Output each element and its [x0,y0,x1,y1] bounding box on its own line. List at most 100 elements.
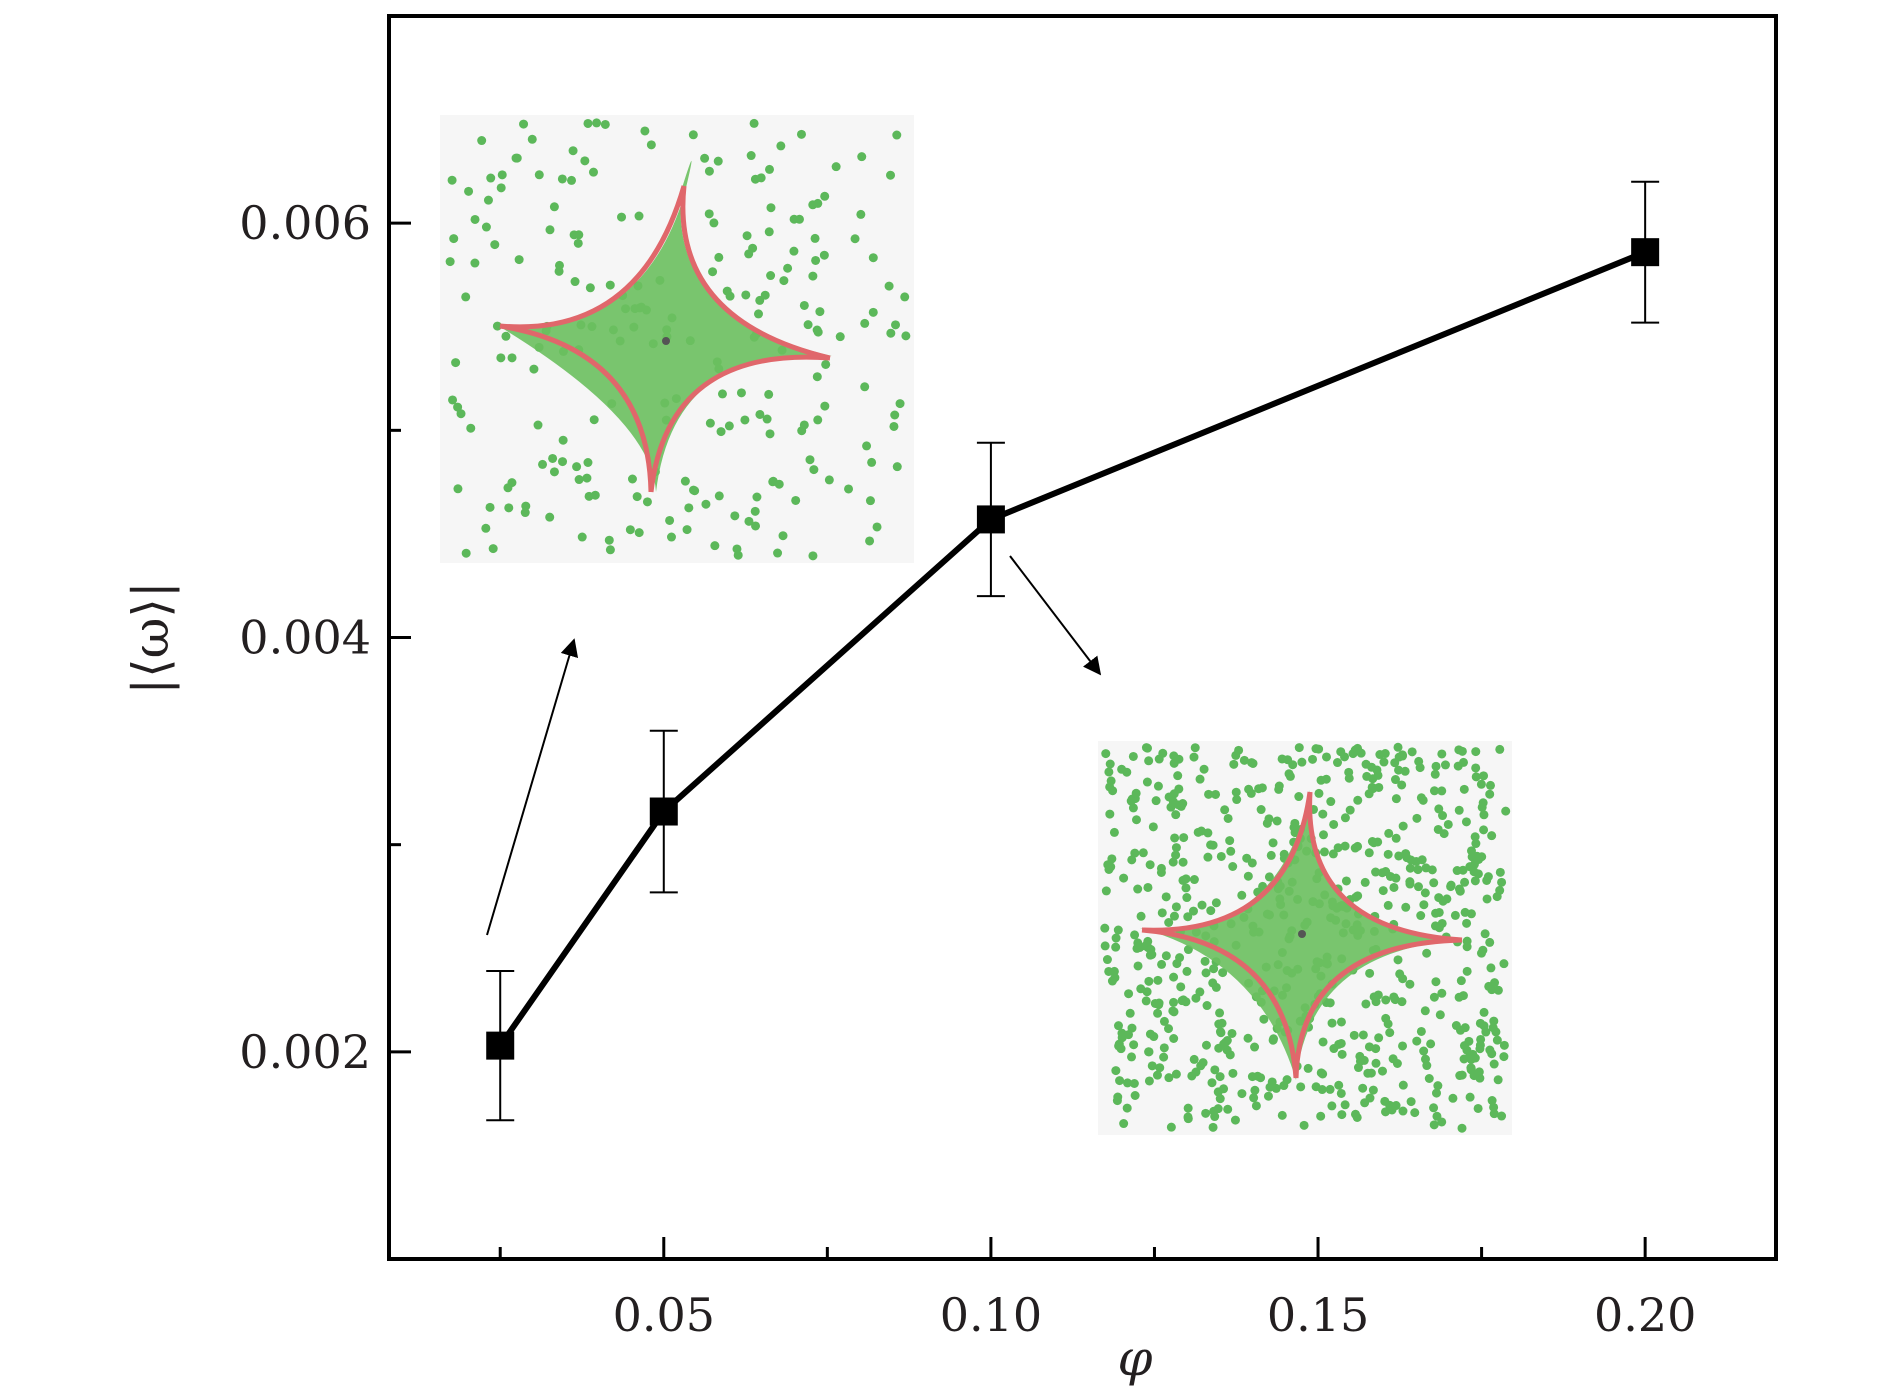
data-point-marker [486,1031,515,1060]
particle [1379,757,1389,767]
particle [1459,784,1469,794]
particle [1182,966,1192,976]
particle [1469,1071,1479,1081]
particle [1131,788,1141,798]
particle [1451,1021,1461,1031]
particle [1485,1045,1495,1055]
particle [1344,767,1354,777]
particle [1393,955,1403,965]
particle [886,328,896,338]
particle [1432,1088,1442,1098]
particle [813,198,823,208]
particle [1130,1090,1140,1100]
particle [1429,992,1439,1002]
particle [1443,819,1453,829]
data-point-marker [1631,238,1660,267]
particle [1171,810,1181,820]
particle [1371,867,1381,877]
particle [1153,1008,1163,1018]
particle [1151,796,1161,806]
particle [1482,875,1492,885]
axes: 0.05 0.10 0.15 0.20 0.002 0.004 0.006 [239,196,1696,1342]
particle [1142,777,1152,787]
particle [496,353,506,363]
particle [1401,902,1411,912]
particle [1116,1044,1126,1054]
particle [1434,804,1444,814]
particle [1299,1120,1309,1130]
particle [1232,795,1242,805]
particle [844,484,854,494]
particle [1181,883,1191,893]
particle [1201,968,1211,978]
particle [1159,1043,1169,1053]
particle [1129,1079,1139,1089]
particle [1181,874,1191,884]
particle [1316,775,1326,785]
particle [1454,745,1464,755]
particle [1256,1073,1266,1083]
particle [1133,938,1143,948]
particle [1356,748,1366,758]
particle [1277,1110,1287,1120]
particle [1113,925,1123,935]
particle [1458,991,1468,1001]
particle [1455,886,1465,896]
particle [1284,769,1294,779]
particle [891,320,901,330]
particle [1153,975,1163,985]
particle [1311,744,1321,754]
particle [799,300,809,310]
particle [808,551,818,561]
particle [1384,828,1394,838]
particle [1208,1122,1218,1132]
particle [1336,1038,1346,1048]
particle [1470,1053,1480,1063]
arrow-to-low-phi-inset [486,638,579,936]
particle [545,225,555,235]
particle [789,246,799,256]
particle [1144,1076,1154,1086]
particle [1337,1049,1347,1059]
data-point-marker [649,797,678,826]
particle [1434,923,1444,933]
particle [451,358,461,368]
particle [1416,1026,1426,1036]
particle [1358,1030,1368,1040]
particle [1195,987,1205,997]
particle [573,238,583,248]
particle [688,130,698,140]
particle [1145,860,1155,870]
particle [1220,805,1230,815]
particle [554,266,564,276]
particle [481,222,491,232]
particle [1465,1092,1475,1102]
particle [776,141,786,151]
particle [740,415,750,425]
particle [889,421,899,431]
particle [690,486,700,496]
particle [1257,783,1267,793]
particle [1454,805,1464,815]
particle [1296,1082,1306,1092]
particle [521,501,531,511]
particle [504,503,514,513]
particle [1475,1040,1485,1050]
particle [1487,831,1497,841]
particle [1374,1033,1384,1043]
particle [1385,1028,1395,1038]
particle [824,475,834,485]
particle [496,183,506,193]
particle [1213,1104,1223,1114]
particle [1190,743,1200,753]
particle [1348,749,1358,759]
particle [572,462,582,472]
particle [449,234,459,244]
particle [549,467,559,477]
particle [820,191,830,201]
particle [1394,765,1404,775]
particle [1294,792,1304,802]
particle [799,420,809,430]
particle [1486,963,1496,973]
particle [1243,871,1253,881]
